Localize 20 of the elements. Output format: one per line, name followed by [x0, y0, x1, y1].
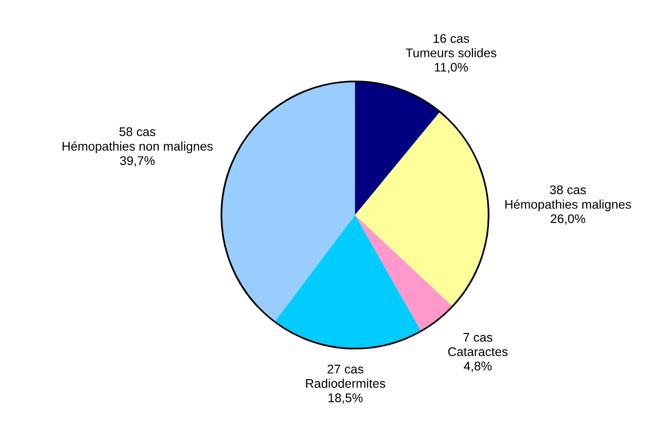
slice-label: Hémopathies malignes — [505, 199, 632, 212]
pie-slice — [355, 215, 452, 332]
data-label: 38 cas — [550, 185, 586, 194]
data-label: 58 cas — [119, 127, 156, 136]
slice-label: Hémopathies non malignes — [62, 141, 213, 154]
data-label: 7 cas — [463, 333, 492, 342]
pie-slice — [355, 112, 489, 306]
slice-label: Tumeurs solides — [406, 48, 496, 58]
text: 18,5% — [328, 393, 363, 404]
slice-label: Radiodermites — [306, 378, 386, 388]
pie-slice — [274, 215, 421, 349]
text: 11,0% — [434, 62, 468, 74]
slice-label: Cataractes — [448, 347, 508, 356]
text: 39,7% — [120, 156, 155, 167]
data-label: 16 cas — [434, 34, 470, 43]
data-label: 27 cas — [328, 364, 364, 374]
text: 4,8% — [464, 362, 492, 372]
pie-slice — [355, 81, 440, 215]
text: 26,0% — [550, 214, 586, 225]
pie-slice — [221, 81, 355, 322]
